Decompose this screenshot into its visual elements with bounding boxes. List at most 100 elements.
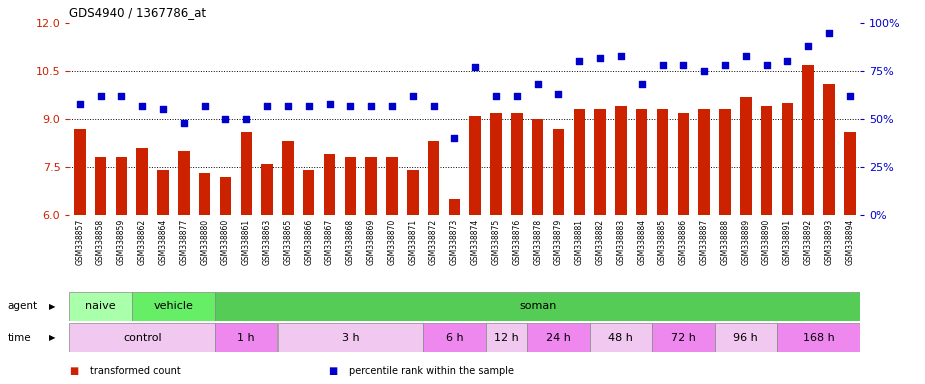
Bar (777, 323, 860, 352)
Text: ■: ■ (69, 366, 79, 376)
Point (676, 62, 691, 68)
Text: GSM338864: GSM338864 (158, 218, 167, 265)
Point (697, 68, 711, 74)
Point (302, 103, 316, 109)
Bar (345, 157, 356, 215)
Point (635, 81, 649, 88)
Text: GSM338858: GSM338858 (96, 218, 105, 265)
Bar (486, 323, 527, 352)
Bar (278, 323, 424, 352)
Text: soman: soman (519, 301, 556, 311)
Point (343, 103, 358, 109)
Point (405, 93, 420, 99)
Text: GSM338863: GSM338863 (263, 218, 272, 265)
Bar (215, 292, 860, 321)
Bar (365, 157, 376, 215)
Bar (69, 323, 215, 352)
Text: GSM338874: GSM338874 (471, 218, 480, 265)
Bar (69, 292, 132, 321)
Point (155, 106, 170, 113)
Text: GSM338876: GSM338876 (512, 218, 522, 265)
Bar (589, 323, 652, 352)
Bar (262, 164, 273, 215)
Bar (714, 323, 777, 352)
Point (572, 58, 586, 65)
Point (551, 91, 566, 97)
Text: GSM338889: GSM338889 (741, 218, 750, 265)
Text: 3 h: 3 h (341, 333, 359, 343)
Point (759, 62, 774, 68)
Bar (303, 170, 315, 215)
Bar (615, 106, 626, 215)
Bar (803, 65, 814, 215)
Point (780, 58, 795, 65)
Text: GSM338891: GSM338891 (783, 218, 792, 265)
Text: GSM338890: GSM338890 (762, 218, 771, 265)
Text: GSM338880: GSM338880 (200, 218, 209, 265)
Bar (423, 323, 486, 352)
Text: GSM338888: GSM338888 (721, 218, 730, 265)
Bar (823, 84, 834, 215)
Bar (470, 116, 481, 215)
Text: vehicle: vehicle (154, 301, 193, 311)
Text: GSM338872: GSM338872 (429, 218, 438, 265)
Text: GSM338873: GSM338873 (450, 218, 459, 265)
Text: GSM338859: GSM338859 (117, 218, 126, 265)
Bar (698, 109, 709, 215)
Bar (595, 109, 606, 215)
Point (426, 103, 441, 109)
Text: GSM338893: GSM338893 (824, 218, 833, 265)
Text: GSM338884: GSM338884 (637, 218, 647, 265)
Text: ▶: ▶ (49, 302, 56, 311)
Bar (657, 109, 668, 215)
Text: GSM338867: GSM338867 (325, 218, 334, 265)
Point (280, 103, 295, 109)
Bar (116, 157, 127, 215)
Point (613, 53, 628, 59)
Text: control: control (123, 333, 162, 343)
Bar (407, 170, 418, 215)
Text: GDS4940 / 1367786_at: GDS4940 / 1367786_at (69, 6, 206, 19)
Text: GSM338865: GSM338865 (283, 218, 292, 265)
Point (260, 103, 275, 109)
Text: GSM338862: GSM338862 (138, 218, 147, 265)
Text: GSM338870: GSM338870 (388, 218, 397, 265)
Text: GSM338892: GSM338892 (804, 218, 813, 265)
Text: GSM338857: GSM338857 (75, 218, 84, 265)
Text: GSM338868: GSM338868 (346, 218, 355, 265)
Point (385, 103, 400, 109)
Bar (782, 103, 793, 215)
Text: 168 h: 168 h (803, 333, 834, 343)
Text: GSM338877: GSM338877 (179, 218, 189, 265)
Bar (720, 109, 731, 215)
Text: 48 h: 48 h (609, 333, 634, 343)
Point (593, 55, 608, 61)
Point (655, 62, 670, 68)
Bar (527, 323, 590, 352)
Bar (490, 113, 501, 215)
Point (488, 93, 503, 99)
Bar (636, 109, 648, 215)
Bar (74, 129, 85, 215)
Bar (157, 170, 168, 215)
Point (530, 81, 545, 88)
Bar (512, 113, 523, 215)
Text: GSM338866: GSM338866 (304, 218, 314, 265)
Text: GSM338871: GSM338871 (408, 218, 417, 265)
Bar (553, 129, 564, 215)
Bar (282, 141, 293, 215)
Text: 1 h: 1 h (238, 333, 255, 343)
Point (177, 120, 191, 126)
Point (843, 93, 857, 99)
Bar (532, 119, 543, 215)
Bar (387, 157, 398, 215)
Bar (179, 151, 190, 215)
Point (821, 30, 836, 36)
Bar (740, 97, 751, 215)
Text: naive: naive (85, 301, 116, 311)
Text: GSM338878: GSM338878 (533, 218, 542, 265)
Point (738, 53, 753, 59)
Bar (574, 109, 585, 215)
Point (93, 93, 108, 99)
Text: transformed count: transformed count (90, 366, 180, 376)
